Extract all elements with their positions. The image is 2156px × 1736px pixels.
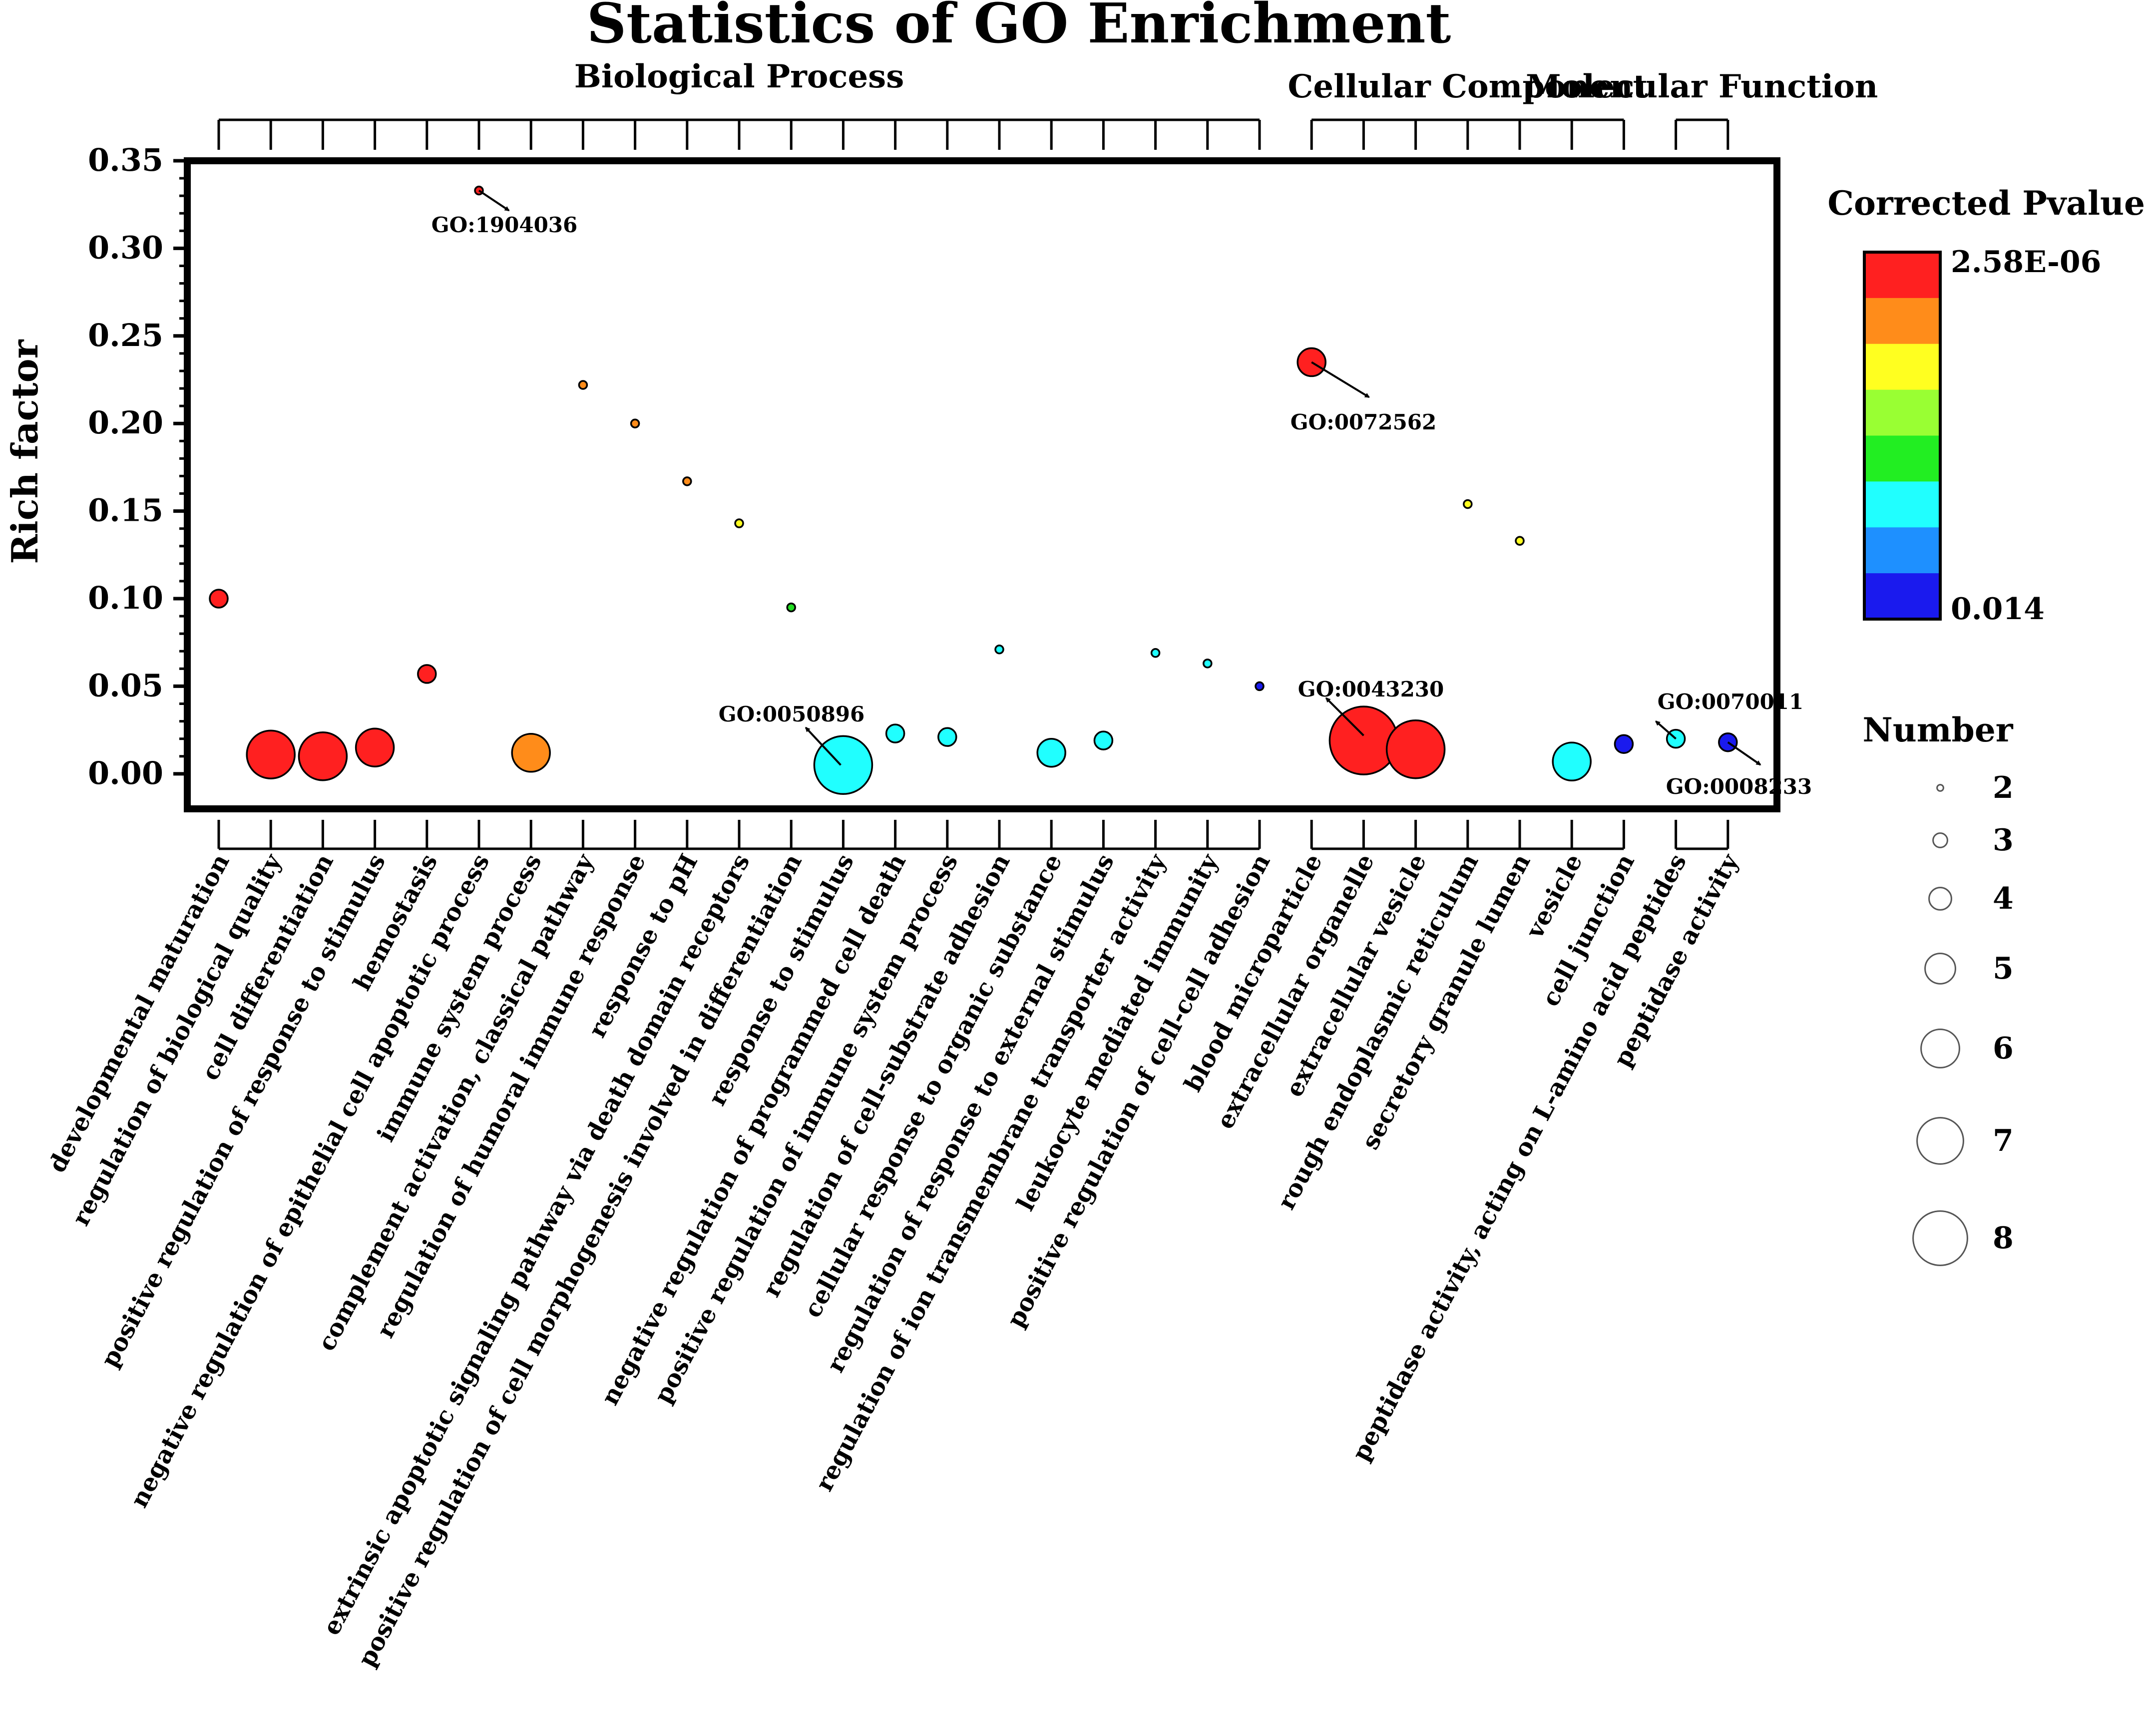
data-point bbox=[355, 727, 395, 767]
data-point bbox=[246, 729, 296, 779]
data-point bbox=[1515, 536, 1525, 546]
size-legend-circle bbox=[1936, 784, 1944, 792]
colorbar-frame bbox=[1863, 251, 1942, 621]
data-point bbox=[1203, 659, 1213, 669]
colorbar-legend: Corrected Pvalue 2.58E-06 0.014 bbox=[1827, 184, 2145, 627]
y-tick-label: 0.00 bbox=[88, 755, 163, 791]
colorbar-top-label: 2.58E-06 bbox=[1951, 245, 2101, 280]
size-legend: Number 2 3 4 5 6 7 8 bbox=[1862, 710, 2014, 1266]
colorbar-segment bbox=[1864, 389, 1940, 436]
data-point bbox=[786, 602, 796, 613]
size-legend-label: 3 bbox=[1993, 823, 2014, 858]
data-point bbox=[734, 518, 744, 528]
annotation-label: GO:0050896 bbox=[719, 702, 865, 726]
data-point bbox=[1036, 737, 1066, 768]
data-point bbox=[937, 727, 957, 747]
y-axis: 0.00 0.05 0.10 0.15 0.20 0.25 0.30 0.35 bbox=[88, 142, 187, 791]
group-label: Molecular Function bbox=[1526, 68, 1878, 105]
group-label: Cellular Component bbox=[1288, 68, 1648, 105]
data-point bbox=[1385, 719, 1446, 779]
annotation-label: GO:0043230 bbox=[1298, 677, 1444, 701]
y-axis-title: Rich factor bbox=[3, 339, 46, 564]
data-point bbox=[682, 476, 692, 486]
annotations: GO:1904036 GO:0072562 GO:0050896 GO:0043230… bbox=[431, 189, 1812, 799]
plot-frame bbox=[184, 157, 1780, 812]
size-legend-label: 4 bbox=[1993, 881, 2014, 916]
size-legend-label: 6 bbox=[1993, 1031, 2014, 1066]
annotation-label: GO:1904036 bbox=[431, 213, 578, 237]
data-point bbox=[209, 589, 229, 609]
data-point bbox=[1552, 741, 1592, 782]
annotation-arrow bbox=[1325, 697, 1364, 736]
colorbar-segment bbox=[1864, 298, 1940, 345]
size-legend-label: 2 bbox=[1993, 770, 2014, 805]
colorbar-title: Corrected Pvalue bbox=[1827, 184, 2145, 223]
colorbar-segment bbox=[1864, 344, 1940, 390]
y-tick-label: 0.05 bbox=[88, 667, 163, 703]
annotation-arrow bbox=[1655, 720, 1677, 740]
size-legend-circle bbox=[1916, 1117, 1964, 1165]
data-point bbox=[994, 645, 1004, 655]
colorbar-segment bbox=[1864, 252, 1940, 299]
annotation-arrow bbox=[1727, 741, 1761, 766]
y-tick-label: 0.10 bbox=[88, 580, 163, 616]
y-tick-label: 0.20 bbox=[88, 404, 163, 441]
size-legend-circle bbox=[1928, 887, 1952, 911]
colorbar-segment bbox=[1864, 481, 1940, 528]
data-points bbox=[209, 185, 1738, 795]
data-point bbox=[630, 418, 640, 428]
x-category-label: regulation of biological quality bbox=[67, 848, 288, 1230]
colorbar-segment bbox=[1864, 573, 1940, 620]
group-brackets-top: Biological Process Cellular ComponentMole… bbox=[217, 58, 1878, 150]
size-legend-circle bbox=[1920, 1029, 1960, 1068]
data-point bbox=[813, 735, 873, 795]
data-point bbox=[885, 723, 905, 743]
annotation-label: GO:0072562 bbox=[1291, 410, 1437, 434]
annotation-arrow bbox=[478, 189, 510, 212]
size-legend-circle bbox=[1932, 832, 1948, 848]
size-legend-label: 7 bbox=[1993, 1123, 2014, 1158]
size-legend-title: Number bbox=[1862, 710, 2013, 749]
group-label: Biological Process bbox=[574, 58, 904, 95]
data-point bbox=[578, 380, 588, 390]
size-legend-label: 5 bbox=[1993, 951, 2014, 986]
y-tick-label: 0.15 bbox=[88, 492, 163, 529]
data-point bbox=[298, 731, 348, 781]
colorbar-segment bbox=[1864, 527, 1940, 574]
colorbar-bottom-label: 0.014 bbox=[1951, 592, 2045, 627]
y-tick-label: 0.25 bbox=[88, 317, 163, 353]
annotation-label: GO:0070011 bbox=[1658, 690, 1804, 714]
annotation-label: GO:0008233 bbox=[1666, 774, 1812, 799]
annotation-arrow bbox=[805, 726, 842, 766]
data-point bbox=[1255, 681, 1265, 692]
chart-title: Statistics of GO Enrichment bbox=[587, 0, 1451, 55]
y-tick-label: 0.30 bbox=[88, 229, 163, 266]
data-point bbox=[1614, 734, 1634, 754]
size-legend-circle bbox=[1924, 953, 1956, 985]
x-category-label: peptidase activity, acting on L-amino ac… bbox=[1347, 849, 1693, 1465]
data-point bbox=[1093, 730, 1114, 750]
y-tick-label: 0.35 bbox=[88, 142, 163, 178]
group-brackets-bottom bbox=[217, 820, 1729, 850]
size-legend-label: 8 bbox=[1993, 1221, 2014, 1256]
data-point bbox=[511, 732, 551, 773]
data-point bbox=[1463, 499, 1473, 509]
data-point bbox=[1150, 648, 1161, 658]
annotation-arrow bbox=[1311, 361, 1370, 398]
data-point bbox=[417, 664, 437, 684]
colorbar-segment bbox=[1864, 435, 1940, 482]
size-legend-circle bbox=[1912, 1210, 1968, 1266]
